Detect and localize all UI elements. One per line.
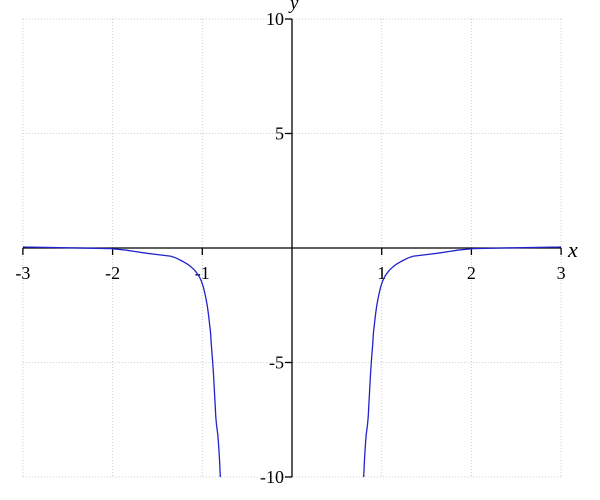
svg-text:-3: -3 bbox=[15, 263, 30, 283]
svg-text:3: 3 bbox=[557, 263, 566, 283]
svg-text:5: 5 bbox=[275, 124, 284, 144]
svg-text:1: 1 bbox=[377, 263, 386, 283]
svg-text:10: 10 bbox=[266, 9, 284, 29]
svg-text:-2: -2 bbox=[105, 263, 120, 283]
svg-text:-5: -5 bbox=[269, 353, 284, 373]
svg-text:-10: -10 bbox=[260, 467, 284, 487]
svg-text:x: x bbox=[567, 237, 578, 262]
svg-text:2: 2 bbox=[467, 263, 476, 283]
svg-text:y: y bbox=[288, 0, 299, 14]
